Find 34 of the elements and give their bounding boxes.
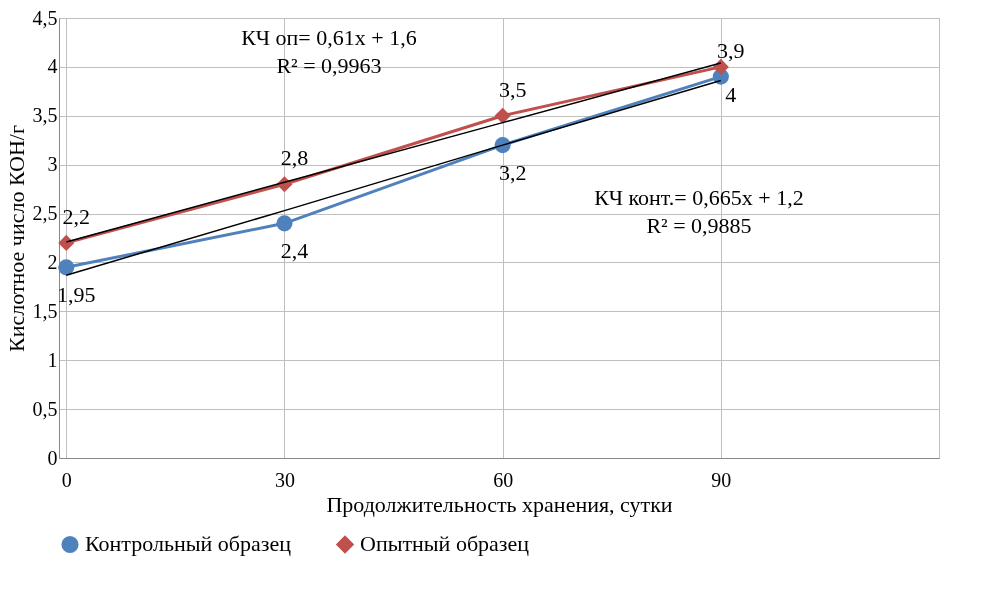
y-tick-label: 1: [47, 348, 58, 371]
annotation: R² = 0,9885: [646, 213, 752, 238]
data-label: 1,95: [57, 282, 96, 308]
legend-label: Опытный образец: [360, 531, 530, 557]
y-tick-label: 4,5: [32, 6, 58, 29]
data-label: 3,5: [498, 76, 527, 102]
x-axis-title: Продолжительность хранения, сутки: [326, 491, 673, 517]
y-axis-title: Кислотное число КОН/г: [3, 125, 29, 352]
y-tick-label: 0: [47, 446, 58, 469]
data-label: 3,9: [717, 37, 745, 63]
data-label: 2,2: [62, 203, 91, 229]
y-tick-label: 0,5: [32, 397, 58, 420]
y-tick-label: 3,5: [32, 104, 58, 127]
data-label: 4: [725, 81, 737, 107]
annotation: R² = 0,9963: [276, 53, 382, 78]
x-tick-label: 30: [274, 468, 295, 491]
x-tick-label: 90: [711, 468, 732, 491]
y-tick-label: 3: [47, 153, 58, 176]
y-tick-label: 2: [47, 250, 58, 273]
point: [494, 107, 511, 124]
point: [58, 259, 75, 276]
point: [276, 215, 293, 232]
y-tick-label: 4: [47, 55, 58, 78]
data-label: 3,2: [498, 160, 527, 186]
y-tick-label: 1,5: [32, 299, 58, 322]
annotation: КЧ оп= 0,61x + 1,6: [241, 25, 417, 50]
y-tick-label: 2,5: [32, 202, 58, 225]
point: [58, 234, 75, 251]
annotation: КЧ конт.= 0,665x + 1,2: [594, 185, 804, 210]
data-label: 2,8: [280, 145, 309, 171]
data-label: 2,4: [280, 238, 309, 264]
x-tick-label: 60: [493, 468, 514, 491]
legend-label: Контрольный образец: [85, 531, 292, 557]
x-tick-label: 0: [61, 468, 72, 491]
